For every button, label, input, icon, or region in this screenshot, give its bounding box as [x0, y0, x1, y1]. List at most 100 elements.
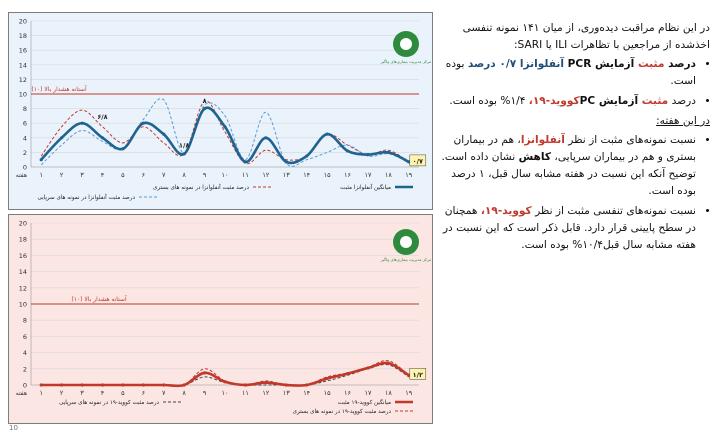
text-run: آزمایش PCR	[563, 58, 638, 70]
text-run: کاهش	[518, 151, 552, 163]
x-tick-label: ۹	[203, 171, 207, 179]
x-tick-label: ۵	[121, 389, 125, 397]
y-tick-label: 8	[23, 317, 27, 325]
data-point	[202, 371, 207, 375]
ministry-logo-icon	[393, 229, 419, 255]
x-tick-label: ۱۷	[364, 389, 371, 397]
x-tick-label: ۱۱	[242, 389, 249, 397]
y-tick-label: 4	[23, 349, 27, 357]
text-run: نسبت نمونه‌های مثبت از نظر	[564, 134, 696, 146]
y-tick-label: 20	[19, 18, 27, 26]
influenza-chart-panel: 0 2 4 6 8 10 12 14 16 18 20 ۱ ۲ ۳ ۴ ۵ ۶ ۷ ۸ ۹ ۱۰ ۱۱ ۱۲ ۱۳ ۱۴ ۱۵ ۱۶…	[8, 12, 433, 210]
y-tick-label: 14	[19, 61, 27, 69]
series-line	[40, 98, 409, 167]
x-tick-label: ۱۳	[283, 389, 290, 397]
y-tick-label: 18	[19, 32, 27, 40]
y-tick-label: 10	[19, 301, 27, 309]
legend-label: میانگین کووید-۱۹ مثبت	[338, 398, 391, 406]
influenza-pcr-item: درصد مثبت آزمایش PCR آنفلوانزا ۰/۷ درصد …	[440, 56, 696, 90]
data-point	[121, 147, 125, 151]
x-tick-label: ۸	[182, 389, 186, 397]
y-tick-label: 6	[23, 333, 27, 341]
y-tick-label: 2	[23, 149, 27, 157]
x-tick-label: ۷	[162, 171, 166, 179]
data-point	[305, 154, 309, 158]
data-point	[325, 132, 329, 136]
y-tick-label: 18	[19, 236, 27, 244]
data-point	[80, 121, 84, 125]
text-run: بوده است.	[445, 58, 696, 87]
data-point	[39, 158, 43, 162]
data-point	[223, 125, 227, 129]
data-point	[60, 136, 64, 140]
y-tick-label: 12	[19, 76, 27, 84]
data-point	[39, 383, 43, 387]
x-tick-label: ۱۸	[385, 171, 392, 179]
text-run: ، هم در بیماران بستری و هم در بیماران سر…	[453, 134, 696, 163]
x-tick-label: ۲	[60, 171, 64, 179]
x-tick-label: ۱۱	[242, 171, 249, 179]
data-label: ۰/۷	[413, 157, 423, 165]
data-point	[141, 121, 145, 125]
x-tick-label: ۱	[39, 171, 43, 179]
text-run: درصد	[664, 58, 696, 70]
data-point	[366, 366, 370, 370]
influenza-week-item: نسبت نمونه‌های مثبت از نظر آنفلوانزا، هم…	[440, 132, 696, 200]
y-tick-label: 2	[23, 365, 27, 373]
text-run: کووید-۱۹،	[528, 95, 580, 107]
logo-caption: مرکز مدیریت بیماری‌های واگیر	[380, 59, 432, 64]
intro-paragraph: در این نظام مراقبت دیده‌وری، از میان ۱۴۱…	[462, 22, 710, 51]
x-tick-label: ۱۶	[344, 389, 351, 397]
x-tick-label: ۱۰	[222, 389, 229, 397]
legend-label: درصد مثبت کووید-۱۹ در نمونه های بستری	[293, 408, 392, 415]
report-text: در این نظام مراقبت دیده‌وری، از میان ۱۴۱…	[440, 20, 710, 257]
x-tick-label: ۱۹	[405, 171, 412, 179]
data-point	[141, 383, 145, 387]
data-point	[345, 149, 350, 153]
data-point	[182, 152, 186, 156]
y-tick-label: 0	[23, 382, 27, 390]
data-point	[366, 152, 370, 157]
text-run: نسبت نمونه‌های تنفسی مثبت از نظر	[531, 205, 696, 217]
y-tick-label: 4	[23, 134, 27, 142]
x-tick-label: ۱۵	[324, 171, 331, 179]
text-run: درصد	[668, 95, 696, 107]
x-tick-label: ۶	[142, 389, 146, 397]
covid-pcr-item: درصد مثبت آزمایش PCکووید-۱۹، ۱/۴% بوده ا…	[440, 93, 696, 110]
text-run: ۱/۴% بوده است.	[449, 95, 529, 107]
text-run: کووید-۱۹،	[480, 205, 532, 217]
y-tick-label: 20	[19, 220, 27, 228]
x-tick-label: ۳	[80, 389, 84, 397]
data-point	[305, 383, 309, 387]
data-point	[121, 383, 125, 387]
data-point	[386, 150, 390, 154]
text-run: نشان داده است. توضیح آنکه این نسبت در هف…	[441, 151, 696, 197]
x-tick-label: ۴	[101, 171, 105, 179]
data-label-box	[409, 154, 427, 167]
data-point	[202, 107, 207, 111]
data-point	[284, 383, 288, 387]
page-number: 10	[9, 424, 18, 432]
data-point	[284, 160, 288, 164]
x-tick-label: ۲	[60, 389, 64, 397]
data-point	[60, 383, 64, 387]
covid-chart-panel: 0 2 4 6 8 10 12 14 16 18 20 ۱ ۲ ۳ ۴ ۵ ۶ ۷ ۸ ۹ ۱۰ ۱۱ ۱۲ ۱۳ ۱۴ ۱۵ ۱۶…	[8, 214, 433, 424]
data-label: ۶/۸	[97, 113, 107, 121]
summary-list: درصد مثبت آزمایش PCR آنفلوانزا ۰/۷ درصد …	[440, 56, 710, 110]
text-run: آنفلوانزا ۰/۷ درصد	[467, 58, 564, 70]
x-tick-label: ۱۰	[222, 171, 229, 179]
y-tick-label: 8	[23, 105, 27, 113]
x-tick-label: ۱	[39, 389, 43, 397]
data-point	[264, 380, 268, 385]
x-tick-label: ۱۶	[344, 171, 351, 179]
text-run: مثبت	[641, 95, 669, 107]
text-run: مثبت	[637, 58, 665, 70]
y-tick-label: 14	[19, 268, 27, 276]
text-run: آنفلوانزا	[520, 134, 565, 146]
legend-label: میانگین آنفلوانزا مثبت	[340, 183, 391, 191]
data-point	[223, 380, 227, 384]
x-tick-label: ۱۹	[405, 389, 412, 397]
x-axis-label: هفته	[16, 172, 27, 179]
x-tick-label: ۵	[121, 171, 125, 179]
